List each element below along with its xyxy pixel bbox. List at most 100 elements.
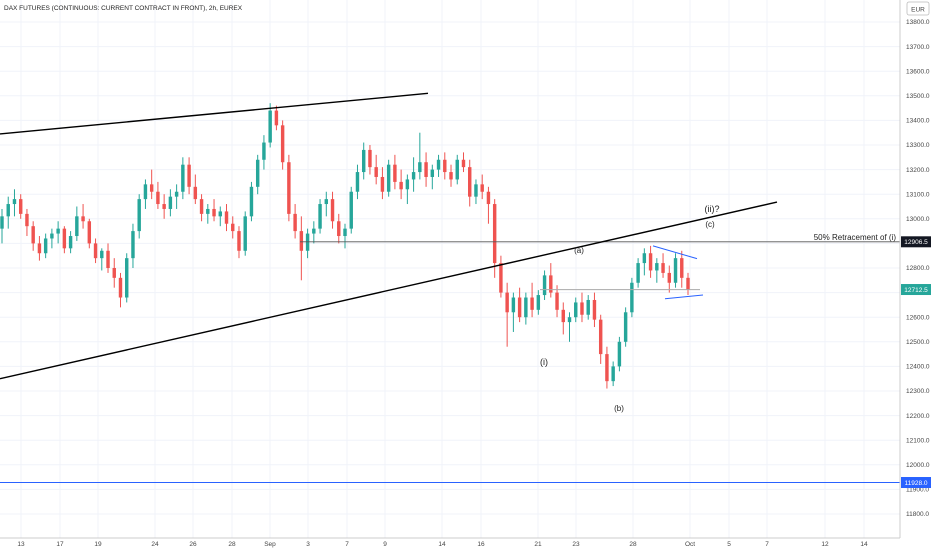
- candle-body: [349, 191, 353, 229]
- candle-body: [243, 216, 247, 251]
- candle-body: [100, 250, 104, 259]
- drawings: [0, 92, 900, 483]
- candlestick-series: [0, 103, 690, 389]
- time-tick-label: 21: [534, 541, 542, 548]
- candle-body: [143, 184, 148, 200]
- candle-body: [50, 233, 54, 239]
- candle-body: [642, 253, 647, 264]
- candle-body: [81, 216, 85, 222]
- time-axis[interactable]: 13 17 19 24 26 28 Sep 3 7 9 14 16 21 23 28 Oct 5 7 12 14: [17, 541, 868, 548]
- time-tick-label: 9: [383, 541, 387, 548]
- time-tick-label: 12: [821, 541, 829, 548]
- candle-body: [605, 354, 609, 382]
- price-tick-label: 12500.0: [906, 339, 930, 346]
- wave-b-label: (b): [614, 404, 624, 413]
- candle-body: [93, 243, 98, 259]
- candle-body: [181, 164, 185, 192]
- candle-body: [661, 263, 665, 273]
- candle-body: [299, 231, 304, 251]
- candle-body: [37, 243, 42, 254]
- candle-body: [630, 282, 634, 313]
- wave-i-label: (i): [540, 357, 548, 367]
- price-tick-label: 11800.0: [906, 511, 929, 518]
- candle-body: [368, 149, 372, 168]
- price-badges: 12906.5 12712.5 11928.0: [901, 236, 931, 489]
- candle-body: [673, 258, 678, 283]
- price-tick-label: 13000.0: [906, 216, 930, 223]
- candle-body: [0, 216, 4, 229]
- price-tick-label: 13800.0: [906, 19, 930, 26]
- candle-body: [499, 263, 503, 293]
- candle-body: [686, 277, 690, 290]
- candle-body: [199, 199, 204, 214]
- candle-body: [530, 297, 534, 310]
- candle-body: [424, 162, 428, 177]
- candle-body: [505, 292, 509, 313]
- candle-body: [312, 228, 316, 234]
- candle-body: [380, 176, 385, 192]
- candle-body: [399, 181, 403, 190]
- candle-body: [623, 312, 628, 342]
- candle-body: [206, 208, 210, 214]
- time-tick-label: 7: [345, 541, 349, 548]
- price-axis[interactable]: 11800.0 11900.0 12000.0 12100.0 12200.0 12300…: [906, 19, 930, 518]
- time-tick-label: 17: [56, 541, 64, 548]
- candle-body: [667, 272, 672, 283]
- time-tick-label: 23: [572, 541, 580, 548]
- price-tick-label: 12200.0: [906, 413, 930, 420]
- candle-body: [75, 216, 79, 237]
- candle-body: [131, 231, 135, 259]
- price-tick-label: 12400.0: [906, 364, 930, 371]
- time-tick-label: 14: [438, 541, 446, 548]
- candle-body: [149, 184, 154, 192]
- candle-body: [655, 263, 659, 271]
- candle-body: [355, 172, 360, 192]
- triangle-upper-trendline: [652, 245, 698, 260]
- candle-body: [418, 162, 422, 173]
- candle-body: [486, 191, 491, 205]
- candle-body: [187, 164, 191, 187]
- price-tick-label: 12000.0: [906, 462, 930, 469]
- time-tick-label: 3: [306, 541, 310, 548]
- candle-body: [386, 164, 391, 192]
- candle-body: [249, 186, 254, 217]
- candle-body: [218, 211, 222, 217]
- time-tick-label: 28: [629, 541, 637, 548]
- candle-body: [411, 172, 416, 180]
- time-tick-label: 14: [860, 541, 868, 548]
- candle-body: [455, 159, 459, 180]
- price-tick-label: 13400.0: [906, 118, 930, 125]
- candle-body: [474, 184, 478, 197]
- time-tick-label: 28: [228, 541, 236, 548]
- candle-body: [586, 299, 590, 315]
- price-tick-label: 12300.0: [906, 388, 930, 395]
- candle-body: [68, 236, 73, 249]
- price-tick-label: 11900.0: [906, 487, 929, 494]
- upper-channel-trendline: [0, 92, 429, 135]
- candle-body: [405, 179, 410, 190]
- candle-body: [31, 226, 35, 244]
- price-badge: [901, 477, 931, 489]
- candle-body: [231, 223, 235, 232]
- time-tick-label: 13: [17, 541, 25, 548]
- candle-body: [549, 275, 553, 293]
- candle-body: [592, 299, 597, 320]
- candle-body: [237, 231, 241, 251]
- candle-body: [536, 295, 541, 310]
- currency-button[interactable]: [906, 1, 930, 16]
- candle-body: [337, 221, 341, 237]
- candle-body: [511, 297, 516, 313]
- candle-body: [555, 292, 559, 310]
- wave-ii-label: (ii)?: [705, 204, 720, 214]
- candle-body: [293, 213, 297, 232]
- candle-body: [62, 228, 67, 249]
- candle-body: [18, 199, 23, 214]
- candle-body: [287, 162, 291, 214]
- candle-body: [268, 110, 272, 143]
- price-badge: [901, 236, 931, 248]
- candle-body: [680, 258, 684, 278]
- candle-body: [56, 228, 60, 234]
- time-tick-label: 7: [765, 541, 769, 548]
- candle-body: [374, 167, 378, 177]
